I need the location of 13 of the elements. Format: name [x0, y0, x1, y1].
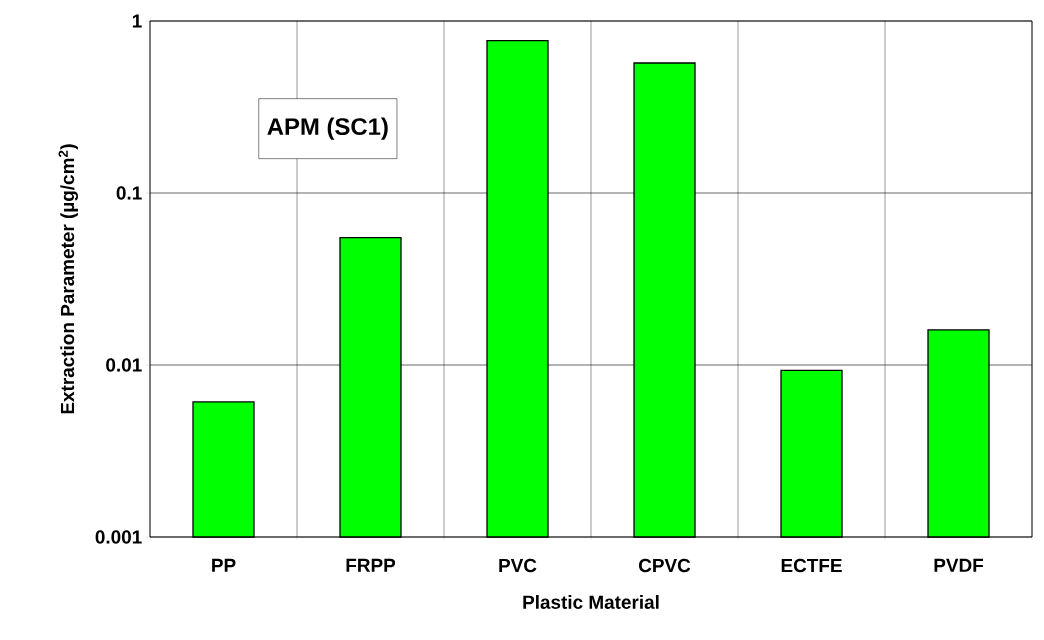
x-tick-label: PP — [212, 558, 236, 572]
x-axis-title: Plastic Material — [523, 595, 659, 609]
annotation: APM (SC1) — [267, 117, 388, 140]
x-tick-label: FRPP — [346, 558, 396, 572]
x-tick-label: PVDF — [934, 558, 984, 572]
y-tick-label: 0.01 — [106, 358, 142, 372]
x-tick-label: ECTFE — [781, 558, 842, 573]
y-tick-label: 0.1 — [116, 186, 142, 200]
y-tick-label: 0.001 — [95, 530, 142, 544]
y-tick-label: 1 — [132, 14, 142, 28]
x-tick-label: PVC — [499, 558, 537, 573]
y-axis-title: Extraction Parameter (µg/cm$^{2}$) — [58, 144, 79, 414]
x-tick-label: CPVC — [638, 558, 691, 573]
